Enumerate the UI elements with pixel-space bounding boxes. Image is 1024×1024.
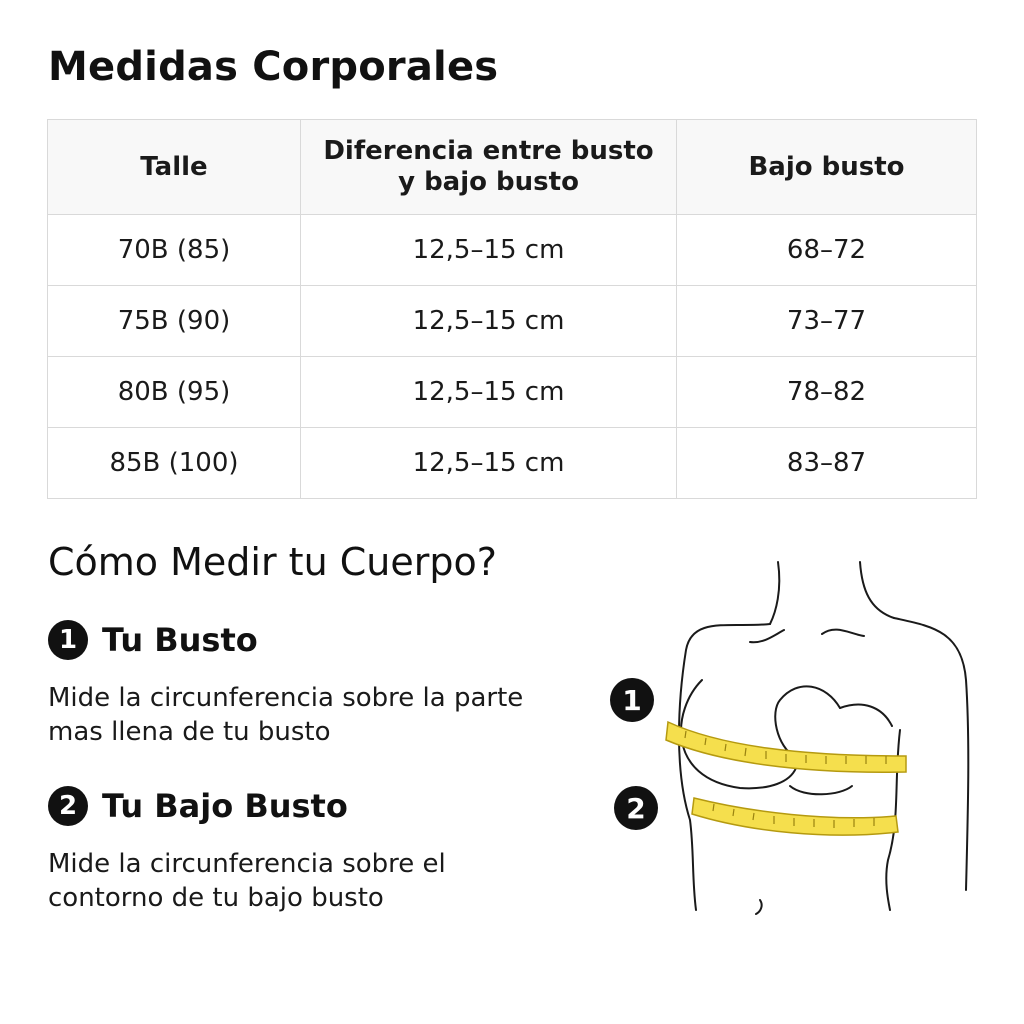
number-2-icon: 2 [48, 786, 88, 826]
cell-talle: 85B (100) [47, 427, 301, 499]
torso-measuring-tape-icon [665, 561, 970, 915]
number-1-icon: 1 [48, 620, 88, 660]
cell-diferencia: 12,5–15 cm [300, 427, 677, 499]
table-row: 70B (85) 12,5–15 cm 68–72 [47, 214, 977, 286]
step-2-heading: 2 Tu Bajo Busto [48, 786, 348, 826]
column-header-diferencia: Diferencia entre busto y bajo busto [300, 119, 677, 215]
size-table: Talle Diferencia entre busto y bajo bust… [47, 119, 977, 499]
cell-diferencia: 12,5–15 cm [300, 285, 677, 357]
table-row: 80B (95) 12,5–15 cm 78–82 [47, 356, 977, 428]
torso-illustration: 1 2 [600, 550, 1000, 930]
cell-diferencia: 12,5–15 cm [300, 356, 677, 428]
step-2-title: Tu Bajo Busto [102, 787, 348, 825]
measuring-tape-bust [665, 720, 907, 773]
cell-talle: 75B (90) [47, 285, 301, 357]
table-header-row: Talle Diferencia entre busto y bajo bust… [47, 119, 977, 215]
step-1-title: Tu Busto [102, 621, 258, 659]
cell-diferencia: 12,5–15 cm [300, 214, 677, 286]
section-title: Cómo Medir tu Cuerpo? [48, 540, 497, 584]
cell-bajo-busto: 83–87 [676, 427, 977, 499]
cell-bajo-busto: 68–72 [676, 214, 977, 286]
label-1-icon: 1 [610, 678, 654, 722]
step-2-description: Mide la circunferencia sobre el contorno… [48, 849, 446, 913]
table-row: 85B (100) 12,5–15 cm 83–87 [47, 427, 977, 499]
label-2-icon: 2 [614, 786, 658, 830]
cell-talle: 80B (95) [47, 356, 301, 428]
measuring-tape-underbust [691, 797, 899, 836]
column-header-talle: Talle [47, 119, 301, 215]
step-1-description: Mide la circunferencia sobre la parte ma… [48, 683, 524, 747]
cell-bajo-busto: 78–82 [676, 356, 977, 428]
table-row: 75B (90) 12,5–15 cm 73–77 [47, 285, 977, 357]
column-header-bajo-busto: Bajo busto [676, 119, 977, 215]
page-title: Medidas Corporales [48, 44, 499, 90]
cell-talle: 70B (85) [47, 214, 301, 286]
cell-bajo-busto: 73–77 [676, 285, 977, 357]
step-1-heading: 1 Tu Busto [48, 620, 258, 660]
